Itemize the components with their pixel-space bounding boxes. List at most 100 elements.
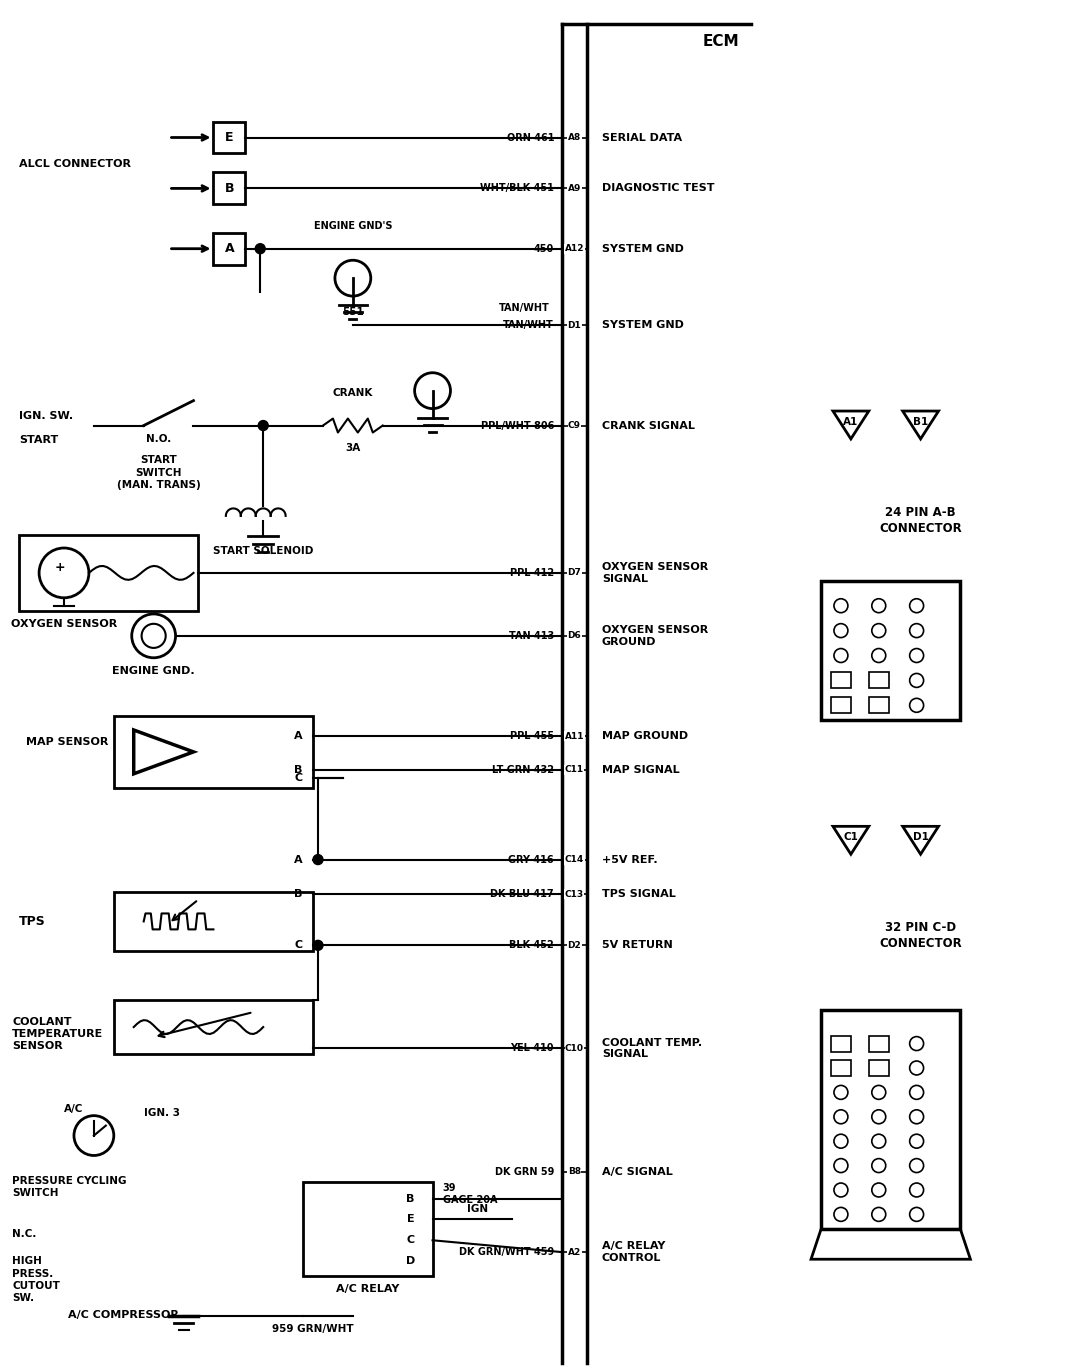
Text: 450: 450: [534, 244, 554, 254]
Bar: [114, 999, 313, 1054]
Bar: [821, 581, 961, 720]
Circle shape: [313, 941, 323, 950]
Bar: [114, 716, 313, 788]
Text: ENGINE GND'S: ENGINE GND'S: [314, 221, 392, 232]
Text: C10: C10: [565, 1043, 584, 1053]
Text: DK GRN/WHT 459: DK GRN/WHT 459: [459, 1248, 554, 1257]
Text: A9: A9: [568, 184, 581, 193]
Bar: [821, 1010, 961, 1230]
Text: A: A: [224, 243, 234, 255]
Bar: [831, 672, 851, 688]
Text: B8: B8: [568, 1167, 581, 1176]
Bar: [114, 891, 313, 951]
Text: MAP GROUND: MAP GROUND: [601, 731, 688, 742]
Text: A11: A11: [565, 732, 584, 740]
Text: SERIAL DATA: SERIAL DATA: [601, 133, 682, 143]
Text: B: B: [225, 182, 234, 195]
Text: TAN/WHT: TAN/WHT: [504, 319, 554, 330]
Bar: [868, 672, 889, 688]
Text: B: B: [294, 765, 302, 775]
Text: A1: A1: [844, 417, 859, 426]
Text: D2: D2: [567, 941, 581, 950]
Text: A/C RELAY
CONTROL: A/C RELAY CONTROL: [601, 1241, 666, 1263]
Text: A/C RELAY: A/C RELAY: [337, 1285, 400, 1294]
Text: START
SWITCH
(MAN. TRANS): START SWITCH (MAN. TRANS): [117, 455, 200, 491]
Text: DK BLU 417: DK BLU 417: [490, 890, 554, 899]
Text: A/C SIGNAL: A/C SIGNAL: [601, 1167, 672, 1176]
Bar: [831, 698, 851, 713]
Text: A8: A8: [568, 133, 581, 143]
Bar: [831, 1035, 851, 1052]
Circle shape: [313, 854, 323, 865]
Text: DK GRN 59: DK GRN 59: [494, 1167, 554, 1176]
Text: A/C: A/C: [64, 1104, 84, 1113]
Bar: [868, 698, 889, 713]
Text: D1: D1: [567, 321, 581, 329]
Text: TAN/WHT: TAN/WHT: [500, 303, 550, 313]
Text: ALCL CONNECTOR: ALCL CONNECTOR: [19, 159, 131, 169]
Text: COOLANT
TEMPERATURE
SENSOR: COOLANT TEMPERATURE SENSOR: [12, 1017, 104, 1052]
Text: C13: C13: [565, 890, 584, 899]
Text: 39
GAGE 20A: 39 GAGE 20A: [443, 1183, 497, 1205]
Circle shape: [258, 421, 268, 430]
Bar: [213, 233, 245, 265]
Text: A: A: [294, 731, 302, 742]
Text: PPL 455: PPL 455: [510, 731, 554, 742]
Text: D7: D7: [567, 569, 581, 577]
Text: 551: 551: [342, 307, 363, 317]
Text: OXYGEN SENSOR
GROUND: OXYGEN SENSOR GROUND: [601, 625, 709, 647]
Text: TPS SIGNAL: TPS SIGNAL: [601, 890, 675, 899]
Text: START: START: [19, 436, 59, 446]
Text: LT GRN 432: LT GRN 432: [492, 765, 554, 775]
Text: 32 PIN C-D
CONNECTOR: 32 PIN C-D CONNECTOR: [879, 921, 962, 950]
Bar: [868, 1060, 889, 1076]
Text: C1: C1: [844, 832, 859, 842]
Bar: [213, 122, 245, 154]
Text: YEL 410: YEL 410: [510, 1043, 554, 1053]
Text: D: D: [406, 1256, 415, 1265]
Text: A/C COMPRESSOR: A/C COMPRESSOR: [69, 1309, 179, 1320]
Text: CRANK: CRANK: [332, 388, 373, 398]
Text: PPL 412: PPL 412: [510, 568, 554, 579]
Text: E: E: [406, 1215, 415, 1224]
Text: MAP SENSOR: MAP SENSOR: [27, 738, 109, 747]
Circle shape: [255, 244, 265, 254]
Text: C: C: [406, 1235, 415, 1245]
Text: C: C: [294, 773, 302, 783]
Text: OXYGEN SENSOR
SIGNAL: OXYGEN SENSOR SIGNAL: [601, 562, 709, 584]
Text: SYSTEM GND: SYSTEM GND: [601, 244, 684, 254]
Text: B1: B1: [913, 417, 928, 426]
Text: N.O.: N.O.: [146, 433, 172, 443]
Bar: [303, 1182, 432, 1276]
Text: GRY 416: GRY 416: [508, 854, 554, 865]
Text: COOLANT TEMP.
SIGNAL: COOLANT TEMP. SIGNAL: [601, 1038, 702, 1060]
Text: HIGH
PRESS.
CUTOUT
SW.: HIGH PRESS. CUTOUT SW.: [12, 1256, 60, 1304]
Text: B: B: [406, 1194, 415, 1204]
Text: TPS: TPS: [19, 914, 46, 928]
Text: MAP SIGNAL: MAP SIGNAL: [601, 765, 680, 775]
Text: A: A: [294, 854, 302, 865]
Text: IGN: IGN: [467, 1205, 489, 1215]
Text: 24 PIN A-B
CONNECTOR: 24 PIN A-B CONNECTOR: [879, 506, 962, 535]
Text: +: +: [55, 561, 65, 574]
Text: 5V RETURN: 5V RETURN: [601, 941, 672, 950]
Text: IGN. SW.: IGN. SW.: [19, 410, 73, 421]
Text: +5V REF.: +5V REF.: [601, 854, 657, 865]
Text: WHT/BLK 451: WHT/BLK 451: [480, 184, 554, 193]
Text: A12: A12: [565, 244, 584, 254]
Text: START SOLENOID: START SOLENOID: [213, 546, 313, 555]
Text: E: E: [225, 132, 234, 144]
Text: DIAGNOSTIC TEST: DIAGNOSTIC TEST: [601, 184, 714, 193]
Text: IGN. 3: IGN. 3: [144, 1108, 180, 1117]
Text: ENGINE GND.: ENGINE GND.: [113, 666, 195, 676]
Text: C11: C11: [565, 765, 584, 775]
Text: BLK 452: BLK 452: [509, 941, 554, 950]
Text: CRANK SIGNAL: CRANK SIGNAL: [601, 421, 695, 430]
Bar: [213, 173, 245, 204]
Text: C: C: [294, 941, 302, 950]
Text: C9: C9: [568, 421, 581, 430]
Text: SYSTEM GND: SYSTEM GND: [601, 319, 684, 330]
Text: B: B: [294, 890, 302, 899]
Text: 3A: 3A: [345, 443, 360, 454]
Text: TAN 413: TAN 413: [509, 631, 554, 640]
